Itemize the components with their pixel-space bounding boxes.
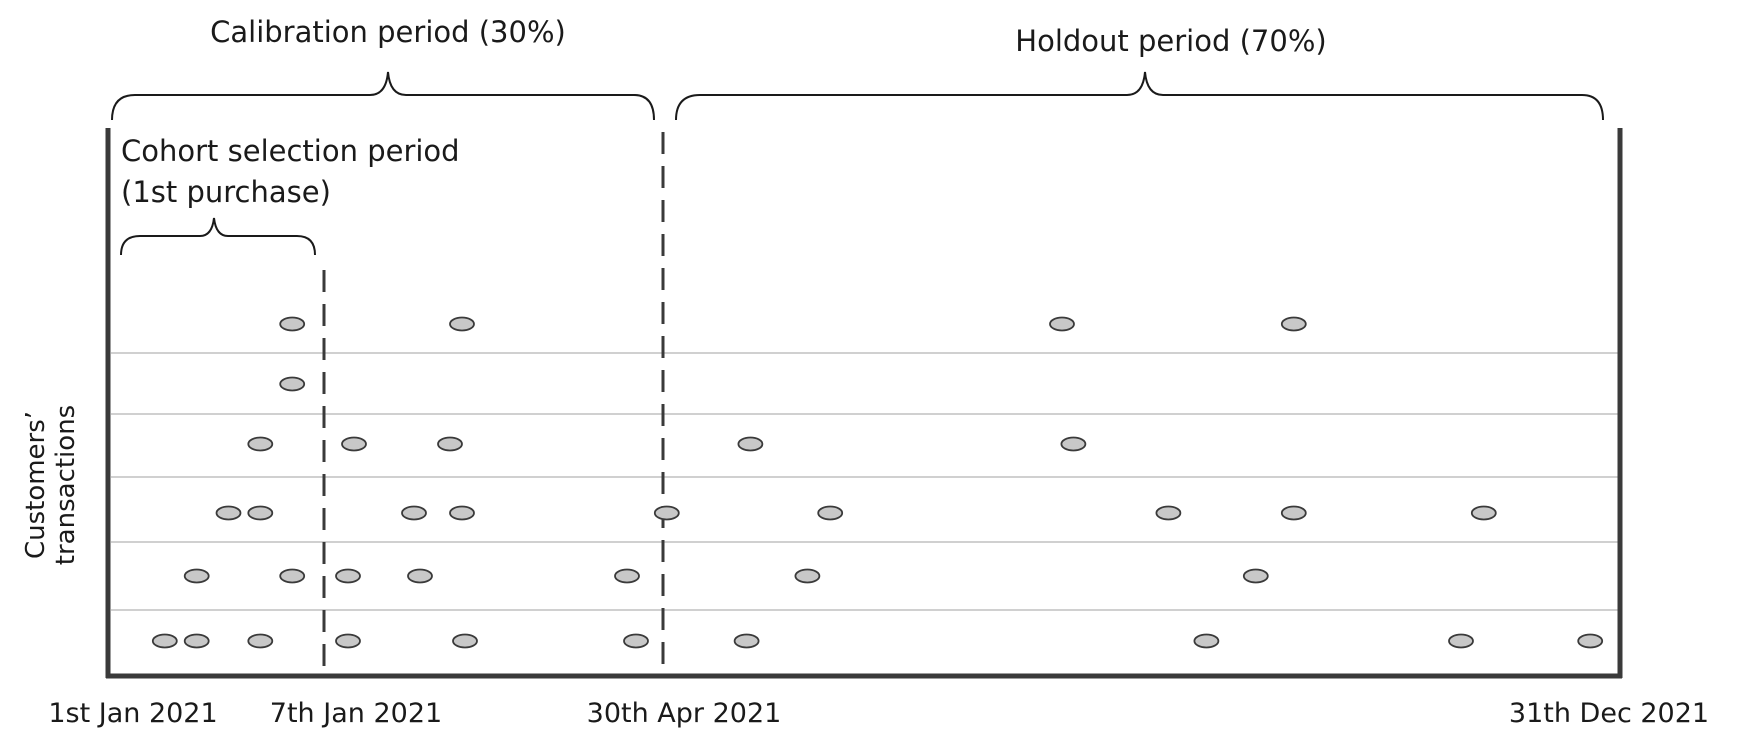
transaction-dot (794, 568, 821, 584)
transaction-dot (335, 568, 361, 584)
transaction-dot (279, 316, 306, 332)
transaction-dot (247, 505, 274, 521)
transaction-dot (737, 436, 764, 452)
transaction-dot (614, 568, 640, 584)
transaction-dot (449, 505, 475, 521)
calibration-bracket (111, 71, 655, 121)
transaction-dot (449, 316, 475, 332)
transaction-dot (1470, 505, 1497, 521)
transaction-dot (1242, 568, 1269, 584)
y-axis-label: Customers’ transactions (21, 405, 81, 565)
transaction-dot (151, 633, 178, 649)
x-tick-label: 31th Dec 2021 (1509, 698, 1709, 729)
transaction-dot (452, 633, 478, 649)
transaction-dot (183, 633, 210, 649)
x-tick-label: 7th Jan 2021 (270, 698, 442, 729)
cohort-label-line1: Cohort selection period (121, 134, 460, 168)
transaction-dot (215, 505, 242, 521)
plot-frame (105, 128, 1623, 679)
transaction-dot (1280, 316, 1307, 332)
transaction-dot (401, 505, 427, 521)
transaction-dot (341, 436, 367, 452)
y-axis-label-line2: transactions (51, 405, 81, 565)
cohort-bracket (120, 217, 316, 256)
transaction-dot (733, 633, 760, 649)
holdout-label: Holdout period (70%) (1015, 24, 1326, 58)
transaction-dot (1193, 633, 1220, 649)
transaction-dot (1049, 316, 1075, 332)
transaction-dot (279, 568, 306, 584)
transaction-dot (279, 376, 306, 392)
x-tick-label: 30th Apr 2021 (587, 698, 782, 729)
row-separators (111, 352, 1620, 611)
transaction-dot (653, 505, 680, 521)
holdout-bracket (675, 71, 1604, 121)
transaction-dot (335, 633, 361, 649)
transaction-dot (623, 633, 649, 649)
transaction-dot (1448, 633, 1474, 649)
transaction-dot (1280, 505, 1307, 521)
transaction-dots (151, 316, 1604, 649)
calibration-label: Calibration period (30%) (210, 15, 566, 49)
cohort-label-line2: (1st purchase) (121, 175, 331, 209)
x-tick-label: 1st Jan 2021 (48, 698, 217, 729)
transaction-dot (247, 436, 274, 452)
transaction-dot (1060, 436, 1087, 452)
transaction-dot (1155, 505, 1182, 521)
transaction-dot (407, 568, 433, 584)
transaction-dot (817, 505, 844, 521)
transaction-dot (1577, 633, 1604, 649)
transaction-dot (437, 436, 463, 452)
transaction-dot (247, 633, 274, 649)
transaction-dot (183, 568, 210, 584)
y-axis-label-line1: Customers’ (21, 411, 51, 559)
